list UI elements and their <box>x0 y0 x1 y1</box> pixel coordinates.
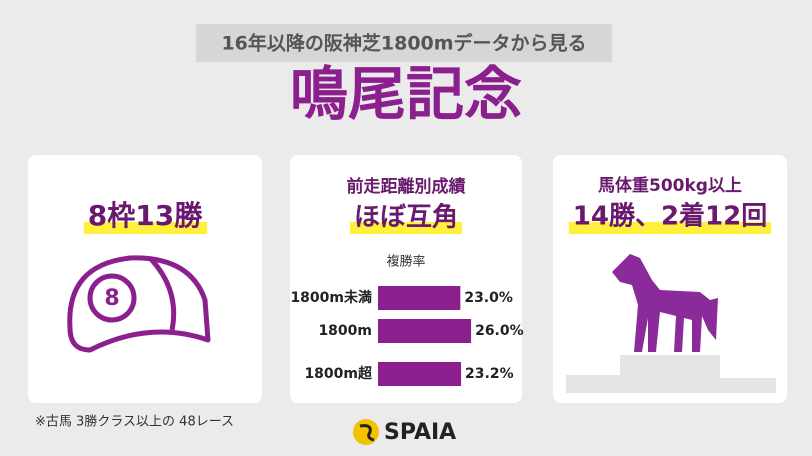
podium-step <box>566 375 622 393</box>
cap-seam <box>148 256 177 331</box>
bar <box>378 362 462 386</box>
cap-circle <box>87 273 137 323</box>
card-headline: 前走距離別成績 <box>347 176 467 197</box>
card-headline: 8枠13勝 <box>88 199 203 232</box>
category-label: 1800m超 <box>304 365 373 382</box>
value-label: 23.2% <box>465 366 514 382</box>
value-label: 23.0% <box>464 290 513 306</box>
bar <box>378 286 461 310</box>
footnote: ※古馬 3勝クラス以上の 48レース <box>35 415 234 430</box>
horse-icon <box>612 254 718 352</box>
subtitle-box <box>196 24 612 62</box>
bar-chart: 1800m未満 23.0% 1800m 26.0% 1800m超 23.2% <box>290 286 524 386</box>
logo-text: SPAIA <box>384 420 456 445</box>
category-label: 1800m <box>318 323 372 339</box>
podium <box>566 355 776 393</box>
highlight <box>349 222 463 234</box>
logo-mark <box>353 419 379 445</box>
cap-icon <box>67 255 211 353</box>
bar <box>378 319 472 343</box>
card <box>28 155 262 403</box>
logo[interactable]: SPAIA <box>353 419 456 445</box>
title: 鳴尾記念 <box>290 60 522 128</box>
card <box>553 155 787 403</box>
card-headline: 馬体重500kg以上 <box>598 175 742 196</box>
category-label: 1800m未満 <box>290 289 372 306</box>
highlight <box>83 222 208 234</box>
chart-title: 複勝率 <box>386 254 425 270</box>
logo-swirl <box>359 424 375 442</box>
podium-step <box>720 378 776 393</box>
subtitle: 16年以降の阪神芝1800mデータから見る <box>221 32 586 55</box>
cap-shape <box>67 255 211 353</box>
value-label: 26.0% <box>475 323 524 339</box>
card-subheadline: 14勝、2着12回 <box>573 201 767 232</box>
podium-step <box>620 355 720 393</box>
card-subheadline: ほぼ互角 <box>354 203 458 233</box>
cap-number: 8 <box>104 286 119 311</box>
highlight <box>568 222 772 234</box>
